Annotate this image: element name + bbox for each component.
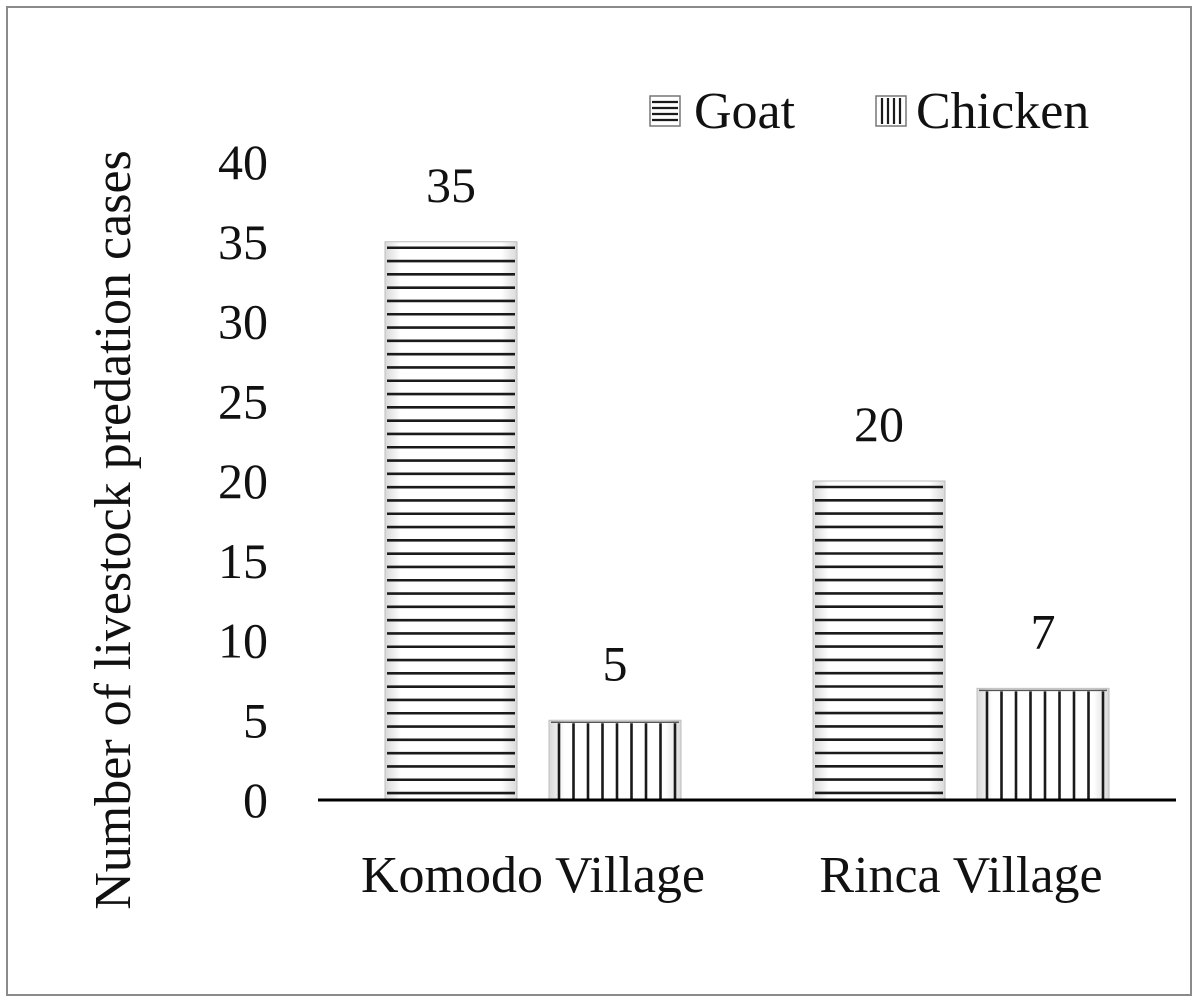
legend-swatch-chicken	[875, 95, 907, 127]
legend: Goat Chicken	[649, 83, 1089, 140]
y-tick-label: 20	[218, 453, 268, 509]
y-tick-label: 40	[218, 134, 268, 190]
data-label: 5	[603, 635, 628, 691]
y-tick-label: 5	[243, 692, 268, 748]
bars	[384, 241, 1110, 801]
data-labels: 35 20 5 7	[426, 157, 1056, 692]
data-label: 7	[1031, 603, 1056, 659]
y-tick-label: 0	[243, 772, 268, 828]
y-tick-label: 25	[218, 373, 268, 429]
y-tick-label: 10	[218, 613, 268, 669]
legend-item-goat: Goat	[649, 83, 796, 140]
y-tick-label: 15	[218, 533, 268, 589]
x-tick-label: Rinca Village	[819, 847, 1102, 904]
legend-swatch-goat	[649, 95, 681, 127]
data-label: 20	[854, 396, 904, 452]
bar-goat-2	[812, 480, 946, 801]
y-axis-tick-labels: 0 5 10 15 20 25 30 35 40	[218, 134, 268, 828]
y-tick-label: 30	[218, 294, 268, 350]
x-tick-label: Komodo Village	[361, 847, 705, 904]
data-label: 35	[426, 157, 476, 213]
y-axis-title: Number of livestock predation cases	[85, 150, 142, 910]
chart-frame	[6, 6, 1192, 996]
bar-chicken-2	[976, 687, 1110, 801]
legend-label: Goat	[694, 83, 796, 140]
x-axis-category-labels: Komodo Village Rinca Village	[361, 847, 1103, 904]
bar-chicken-1	[548, 719, 682, 801]
y-tick-label: 35	[218, 214, 268, 270]
bar-goat-1	[384, 241, 518, 801]
legend-label: Chicken	[916, 83, 1089, 140]
legend-item-chicken: Chicken	[875, 83, 1089, 140]
